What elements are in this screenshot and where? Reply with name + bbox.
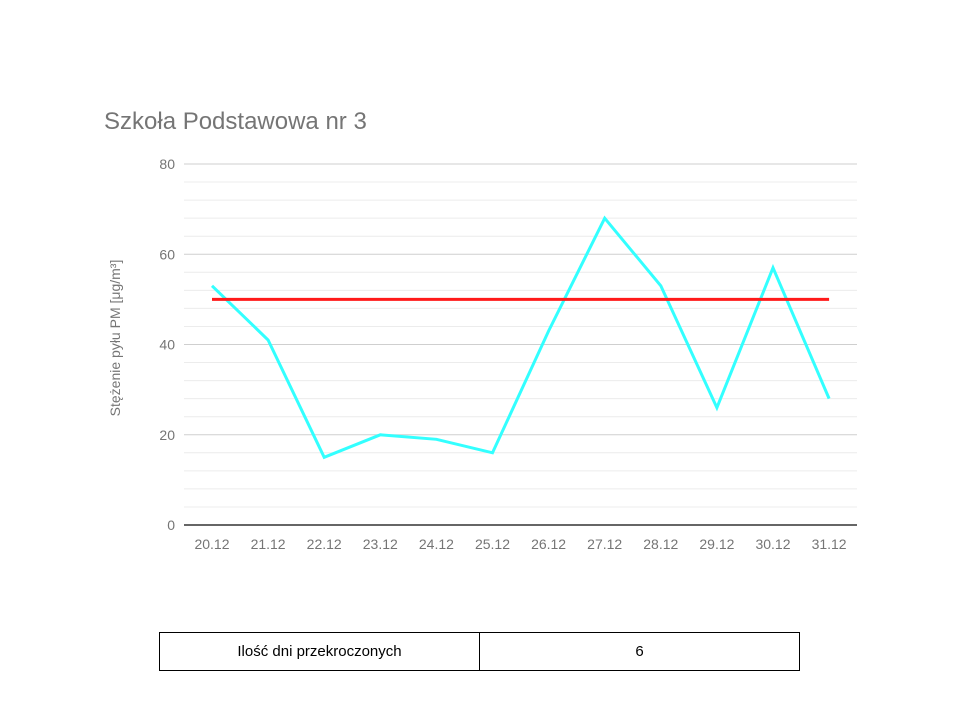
x-tick-label: 23.12 [363, 536, 398, 552]
y-tick-label: 0 [167, 517, 175, 533]
x-tick-label: 26.12 [531, 536, 566, 552]
x-tick-label: 28.12 [643, 536, 678, 552]
x-tick-label: 30.12 [755, 536, 790, 552]
x-tick-label: 31.12 [812, 536, 847, 552]
x-tick-label: 29.12 [699, 536, 734, 552]
line-chart: 0 20 40 60 80 20.12 21.12 22.12 23.12 24.12 25.12… [107, 156, 857, 552]
y-tick-label: 60 [159, 246, 175, 262]
x-tick-label: 24.12 [419, 536, 454, 552]
y-tick-labels: 0 20 40 60 80 [159, 156, 175, 533]
y-axis-label: Stężenie pyłu PM [μg/m³] [107, 260, 123, 417]
x-tick-label: 22.12 [307, 536, 342, 552]
summary-row: Ilość dni przekroczonych 6 [159, 632, 800, 671]
summary-label: Ilość dni przekroczonych [159, 632, 480, 671]
y-tick-label: 20 [159, 427, 175, 443]
y-tick-label: 80 [159, 156, 175, 172]
grid-lines [184, 163, 857, 508]
summary-table: Ilość dni przekroczonych 6 [159, 632, 800, 671]
x-tick-label: 27.12 [587, 536, 622, 552]
chart-title: Szkoła Podstawowa nr 3 [104, 108, 367, 135]
x-tick-label: 21.12 [251, 536, 286, 552]
y-tick-label: 40 [159, 337, 175, 353]
x-tick-label: 25.12 [475, 536, 510, 552]
series-lines [210, 215, 831, 460]
series-line-pm [210, 215, 831, 460]
x-tick-label: 20.12 [194, 536, 229, 552]
x-tick-labels: 20.12 21.12 22.12 23.12 24.12 25.12 26.12 27.12… [194, 536, 846, 552]
summary-value: 6 [479, 632, 800, 671]
